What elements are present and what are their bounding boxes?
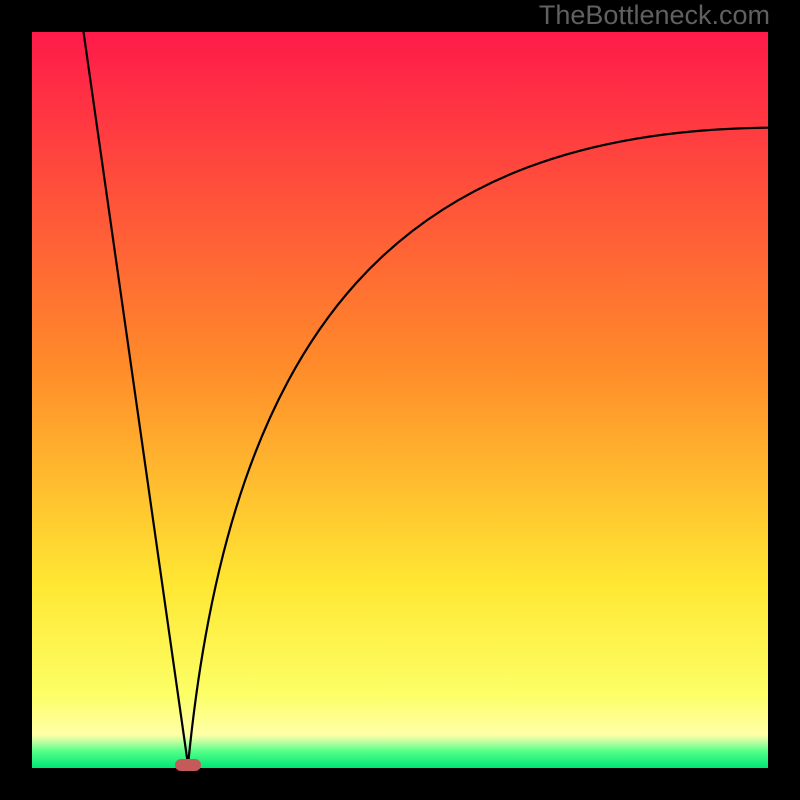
plot-area: [32, 32, 768, 768]
curve-path: [84, 32, 768, 765]
watermark-text: TheBottleneck.com: [539, 0, 770, 31]
bottleneck-curve: [32, 32, 768, 768]
sweet-spot-marker: [175, 759, 201, 772]
chart-frame: TheBottleneck.com: [0, 0, 800, 800]
